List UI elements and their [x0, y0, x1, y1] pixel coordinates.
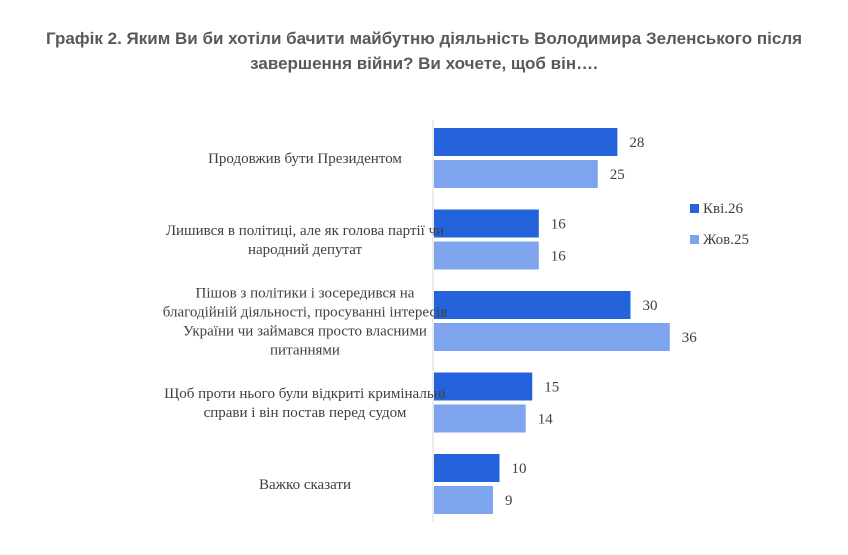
legend-swatch: [690, 204, 699, 213]
category-label: Продовжив бути Президентом: [208, 151, 402, 167]
bars-layer: [434, 128, 670, 514]
data-label: 16: [551, 217, 567, 233]
category-label-line: питаннями: [270, 342, 340, 358]
data-label: 25: [610, 167, 625, 183]
category-label: Важко сказати: [259, 477, 351, 493]
category-label-line: України чи займався просто власними: [183, 323, 427, 339]
data-label: 14: [538, 412, 554, 428]
data-label: 15: [544, 380, 559, 396]
bar-zhov25: [434, 404, 526, 433]
bar-zhov25: [434, 486, 493, 514]
category-label: Щоб проти нього були відкриті кримінальн…: [164, 386, 446, 421]
bar-zhov25: [434, 241, 539, 270]
bar-kvi26: [434, 128, 618, 156]
bar-zhov25: [434, 323, 670, 351]
category-label: Пішов з політики і зосередився на благоді…: [163, 285, 448, 358]
data-label: 10: [512, 461, 527, 477]
bar-kvi26: [434, 209, 539, 238]
data-label: 28: [629, 135, 644, 151]
category-label-line: народний депутат: [248, 242, 363, 258]
chart-title: Графік 2. Яким Ви би хотіли бачити майбу…: [45, 29, 803, 73]
category-label-line: Важко сказати: [259, 477, 351, 493]
bar-kvi26: [434, 454, 500, 482]
legend-swatch: [690, 235, 699, 244]
bar-kvi26: [434, 291, 631, 319]
category-label: Лишився в політиці, але як голова партії…: [166, 223, 444, 258]
bar-zhov25: [434, 160, 598, 188]
data-label: 9: [505, 493, 513, 509]
data-label: 30: [643, 298, 658, 314]
category-label-line: Пішов з політики і зосередився на: [196, 285, 415, 301]
category-label-line: Продовжив бути Президентом: [208, 151, 402, 167]
data-label: 16: [551, 249, 567, 265]
category-label-line: благодійній діяльності, просуванні інтер…: [163, 304, 448, 320]
legend-label: Кві.26: [703, 201, 744, 217]
legend: Кві.26 Жов.25: [690, 201, 749, 248]
category-label-line: Лишився в політиці, але як голова партії…: [166, 223, 444, 239]
data-label: 36: [682, 330, 698, 346]
bar-kvi26: [434, 372, 533, 401]
category-label-line: Щоб проти нього були відкриті кримінальн…: [164, 386, 446, 402]
category-label-line: справи і він постав перед судом: [204, 405, 407, 421]
legend-label: Жов.25: [703, 232, 749, 248]
